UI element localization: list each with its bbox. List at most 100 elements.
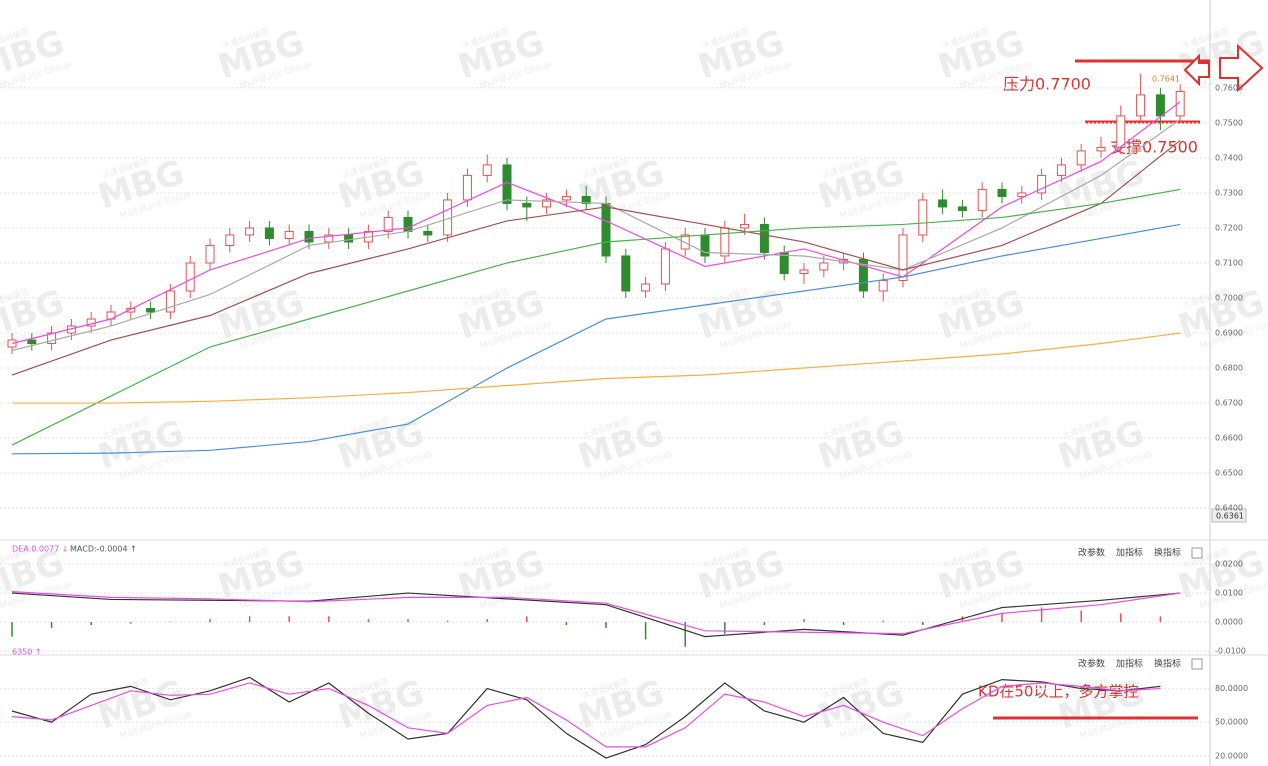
indicator-line <box>11 118 1181 352</box>
candle-body <box>522 202 532 208</box>
kd-annotation: KD在50以上，多方掌控 <box>978 683 1138 701</box>
candle-body <box>344 234 354 243</box>
candle-body <box>403 216 413 232</box>
candle-body <box>740 223 750 229</box>
toolbar-button[interactable]: 改参数 <box>1078 547 1105 559</box>
panel-header: DEA:0.0077 ↓ <box>12 545 68 554</box>
candle-body <box>720 227 730 257</box>
toolbar-button[interactable]: 加指标 <box>1116 658 1143 670</box>
candle-body <box>680 234 690 250</box>
candle-body <box>1056 164 1066 176</box>
candle-body <box>1017 192 1027 197</box>
toolbar-button[interactable]: 加指标 <box>1116 547 1143 559</box>
candle-body <box>482 164 492 176</box>
y-tick-label: 0.6800 <box>1215 364 1243 373</box>
y-tick-label: 0.7300 <box>1215 188 1243 197</box>
close-button[interactable] <box>1191 547 1203 559</box>
high-label: 0.7641 <box>1152 75 1180 84</box>
candle-body <box>641 283 651 292</box>
candle-body <box>1136 94 1146 117</box>
candle-body <box>1155 94 1165 117</box>
candle-body <box>660 248 670 285</box>
indicator-line <box>11 590 1181 635</box>
candle-body <box>324 234 334 243</box>
y-tick-label: 0.6400 <box>1215 504 1243 513</box>
candle-body <box>185 262 195 292</box>
candle-body <box>304 230 314 243</box>
indicator-line <box>11 223 1181 455</box>
y-tick-label: 50.0000 <box>1215 718 1248 727</box>
candle-body <box>126 307 136 313</box>
support-label: 支撑0.7500 <box>1110 138 1198 157</box>
candle-body <box>462 174 472 201</box>
indicator-line <box>11 676 1161 759</box>
y-tick-label: 0.7600 <box>1215 83 1243 92</box>
arrow-icon <box>1219 43 1264 93</box>
candle-body <box>977 188 987 211</box>
indicator-line <box>11 592 1181 638</box>
candle-body <box>938 199 948 208</box>
candle-body <box>561 195 571 201</box>
y-tick-label: 0.7400 <box>1215 153 1243 162</box>
candle-body <box>245 227 255 236</box>
candle-body <box>957 206 967 211</box>
y-tick-label: 0.7500 <box>1215 118 1243 127</box>
candle-body <box>878 279 888 292</box>
candle-body <box>898 234 908 281</box>
candle-body <box>997 188 1007 197</box>
candle-body <box>759 223 769 253</box>
candle-body <box>165 290 175 313</box>
candle-body <box>284 230 294 239</box>
y-tick-label: 0.6900 <box>1215 329 1243 338</box>
y-tick-label: 20.0000 <box>1215 751 1248 760</box>
indicator-line <box>11 139 1181 376</box>
candle-body <box>799 269 809 274</box>
candle-body <box>27 339 37 345</box>
indicator-line <box>11 101 1181 345</box>
candle-body <box>542 199 552 208</box>
candle-body <box>1076 150 1086 166</box>
arrow-icon <box>1183 53 1210 87</box>
candle-body <box>1116 115 1126 148</box>
y-tick-label: 0.0200 <box>1215 560 1243 569</box>
y-tick-label: 0.0100 <box>1215 589 1243 598</box>
candle-body <box>819 262 829 271</box>
y-tick-label: 0.6700 <box>1215 399 1243 408</box>
candle-body <box>1175 90 1185 117</box>
y-tick-label: 0.6500 <box>1215 469 1243 478</box>
last-price-box <box>1211 508 1247 523</box>
panel-header: MACD:-0.0004 ↑ <box>70 545 137 554</box>
candle-body <box>423 230 433 236</box>
toolbar-button[interactable]: 改参数 <box>1078 658 1105 670</box>
candle-body <box>858 258 868 292</box>
toolbar-button[interactable]: 换指标 <box>1154 658 1181 670</box>
indicator-line <box>12 332 1181 404</box>
candle-body <box>47 332 57 345</box>
candle-body <box>581 195 591 204</box>
indicator-line <box>11 682 1161 748</box>
y-tick-label: 0.6600 <box>1215 434 1243 443</box>
close-button[interactable] <box>1191 658 1203 670</box>
toolbar-button[interactable]: 换指标 <box>1154 547 1181 559</box>
